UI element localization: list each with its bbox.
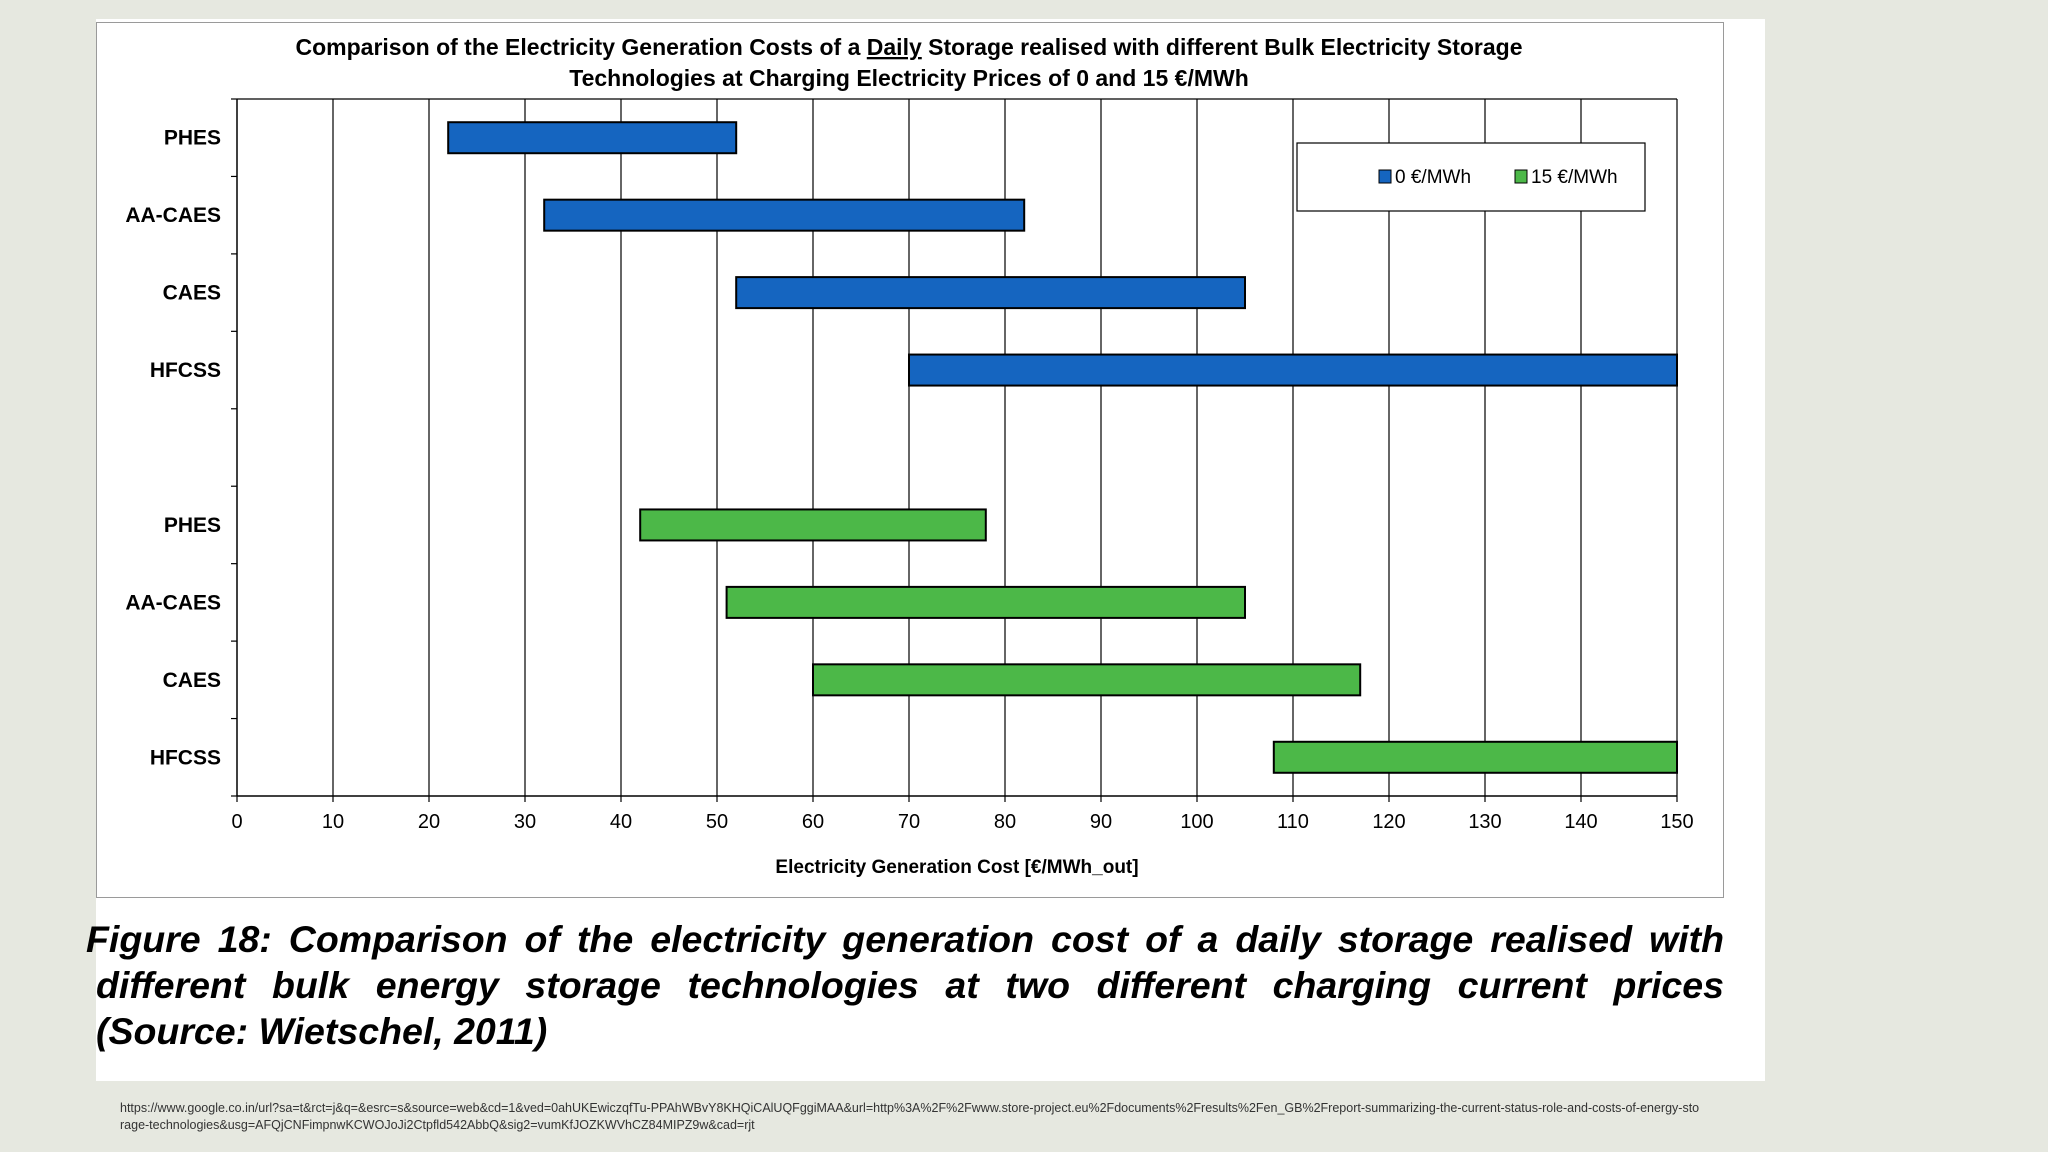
category-label-hfcss: HFCSS	[150, 359, 221, 382]
x-tick-label-40: 40	[610, 811, 632, 833]
category-label-phes: PHES	[164, 127, 221, 150]
x-tick-label-120: 120	[1372, 811, 1405, 833]
legend-box	[1296, 142, 1646, 212]
category-label-phes: PHES	[164, 514, 221, 537]
x-tick-labels: 0 10 20 30 40 50 60 70 80 90 100 110 120 130 140 150	[231, 811, 1693, 833]
x-tick-label-70: 70	[898, 811, 920, 833]
category-label-caes: CAES	[163, 282, 221, 305]
x-tick-label-0: 0	[231, 811, 242, 833]
figure-caption: Figure 18: Comparison of the electricity…	[86, 918, 1724, 1052]
x-tick-label-100: 100	[1180, 811, 1213, 833]
bar-hfcss-15-eur	[1272, 740, 1679, 774]
bar-aa-caes-0-eur	[543, 198, 1026, 232]
category-label-hfcss: HFCSS	[150, 746, 221, 769]
bar-caes-0-eur	[735, 276, 1246, 310]
chart-title: Comparison of the Electricity Generation…	[296, 34, 1523, 91]
bar-phes-0-eur	[447, 121, 738, 155]
legend: 0 €/MWh 15 €/MWh	[1296, 142, 1646, 212]
axes	[231, 98, 1678, 802]
bars	[447, 121, 1679, 774]
category-labels: PHES AA-CAES CAES HFCSS PHES AA-CAES CAES HFCSS	[125, 127, 221, 770]
x-axis-title: Electricity Generation Cost [€/MWh_out]	[775, 857, 1138, 878]
chart-title-line-2: Technologies at Charging Electricity Pri…	[569, 65, 1249, 91]
legend-swatch-15-eur	[1514, 169, 1528, 184]
legend-swatch-0-eur	[1378, 169, 1392, 184]
legend-label-15-eur: 15 €/MWh	[1531, 167, 1618, 188]
bar-chart: Comparison of the Electricity Generation…	[125, 34, 1693, 878]
chart-frame: Comparison of the Electricity Generation…	[96, 22, 1724, 898]
x-tick-label-110: 110	[1277, 811, 1309, 833]
x-tick-label-30: 30	[514, 811, 536, 833]
category-label-aa-caes: AA-CAES	[125, 591, 221, 614]
bar-phes-15-eur	[639, 508, 987, 542]
x-tick-label-80: 80	[994, 811, 1016, 833]
legend-label-0-eur: 0 €/MWh	[1395, 167, 1471, 188]
x-tick-label-130: 130	[1468, 811, 1501, 833]
category-label-aa-caes: AA-CAES	[125, 204, 221, 227]
x-tick-label-10: 10	[322, 811, 344, 833]
chart-title-line-1: Comparison of the Electricity Generation…	[296, 34, 1523, 60]
bar-caes-15-eur	[812, 663, 1362, 697]
x-tick-label-150: 150	[1660, 811, 1693, 833]
bar-hfcss-0-eur	[908, 353, 1678, 387]
x-tick-label-140: 140	[1564, 811, 1597, 833]
x-tick-label-60: 60	[802, 811, 824, 833]
x-tick-label-90: 90	[1090, 811, 1112, 833]
category-label-caes: CAES	[163, 669, 221, 692]
bar-aa-caes-15-eur	[725, 585, 1246, 619]
source-url: https://www.google.co.in/url?sa=t&rct=j&…	[120, 1101, 1700, 1132]
x-tick-label-20: 20	[418, 811, 440, 833]
x-tick-label-50: 50	[706, 811, 728, 833]
